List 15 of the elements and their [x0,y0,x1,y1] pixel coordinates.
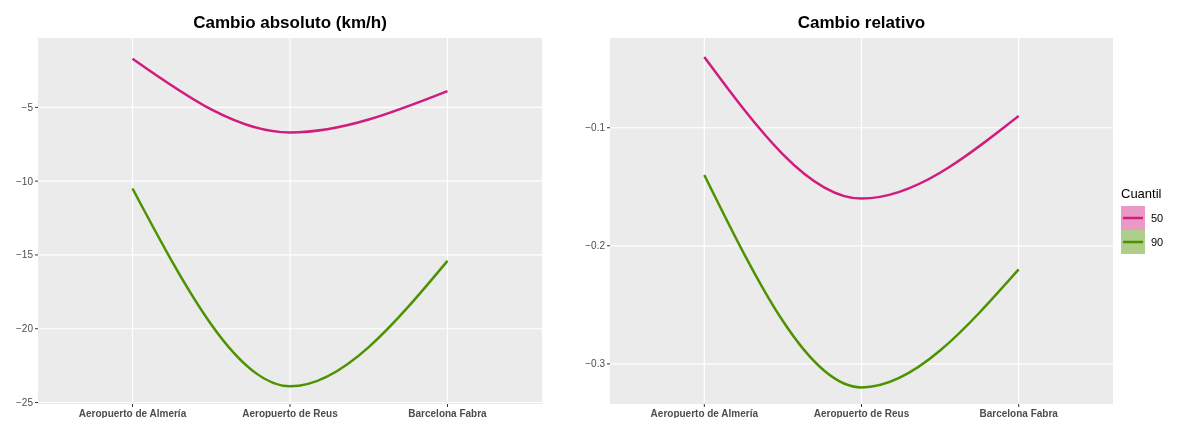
chart-title: Cambio absoluto (km/h) [193,13,387,32]
x-tick-label: Barcelona Fabra [979,408,1059,419]
y-tick-label: −0.3 [585,358,606,370]
y-tick-label: −15 [16,249,34,261]
y-tick-label: −20 [16,323,34,335]
y-tick-label: −0.2 [585,240,606,252]
legend-label: 90 [1151,235,1164,248]
legend-title: Cuantil [1121,186,1162,201]
y-tick-label: −25 [16,397,34,409]
y-tick-label: −5 [21,101,34,113]
legend-label: 50 [1151,211,1164,224]
y-tick-label: −10 [16,175,34,187]
x-tick-label: Barcelona Fabra [408,408,488,419]
chart-title: Cambio relativo [797,13,926,32]
y-tick-label: −0.1 [585,122,606,134]
